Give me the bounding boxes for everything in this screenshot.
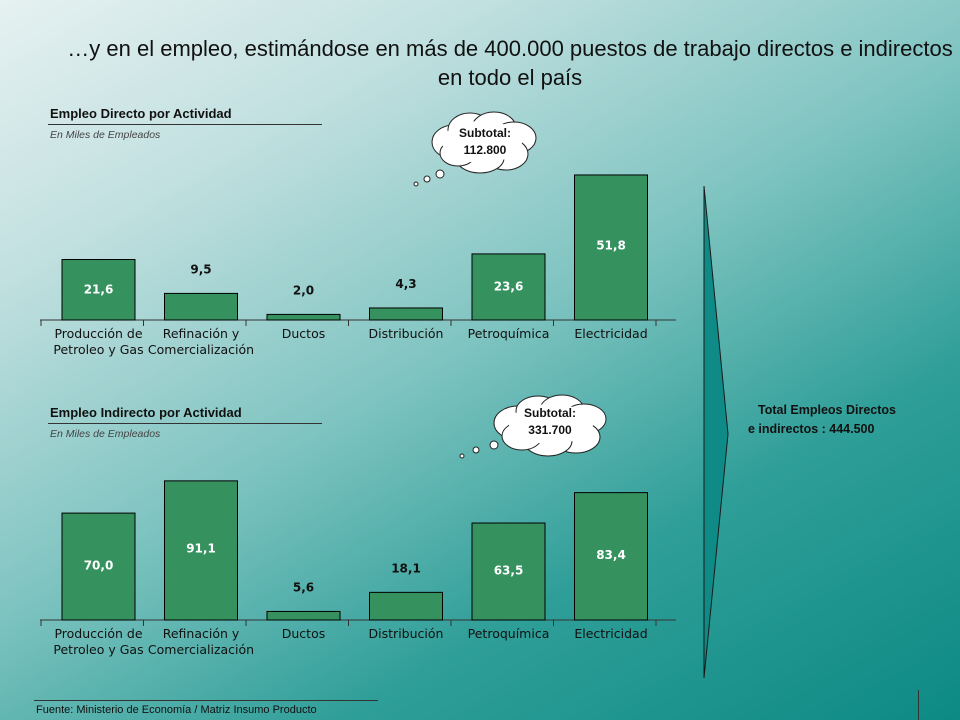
- value-label: 9,5: [190, 262, 211, 276]
- value-label: 23,6: [494, 280, 524, 294]
- category-label: Ductos: [282, 626, 325, 641]
- category-label: Electricidad: [574, 626, 647, 641]
- category-label: Producción de: [54, 626, 142, 641]
- value-label: 18,1: [391, 561, 421, 575]
- grand-total-line2: e indirectos : 444.500: [748, 422, 875, 436]
- bar: [164, 292, 238, 321]
- indirect-title-rule: [48, 423, 322, 424]
- category-label: Distribución: [369, 326, 444, 341]
- value-label: 91,1: [186, 542, 216, 556]
- footnote-rule: [34, 700, 378, 701]
- bar: [61, 259, 136, 321]
- category-label: Comercialización: [148, 342, 254, 357]
- category-label: Petroquímica: [468, 326, 550, 341]
- bar: [369, 307, 443, 321]
- summary-arrow: [703, 185, 729, 679]
- headline: …y en el empleo, estimándose en más de 4…: [67, 36, 953, 90]
- direct-title-rule: [48, 124, 322, 125]
- value-label: 4,3: [395, 277, 416, 291]
- grand-total: Total Empleos Directos e indirectos : 44…: [748, 401, 948, 439]
- source-footnote: Fuente: Ministerio de Economía / Matriz …: [36, 704, 317, 716]
- indirect-chart-subtitle: En Miles de Empleados: [50, 428, 161, 440]
- direct-chart-subtitle: En Miles de Empleados: [50, 129, 161, 141]
- bar: [471, 253, 546, 321]
- value-label: 2,0: [293, 283, 314, 297]
- value-label: 51,8: [596, 239, 626, 253]
- value-label: 63,5: [494, 564, 524, 578]
- direct-chart-title: Empleo Directo por Actividad: [50, 106, 232, 121]
- bar: [471, 522, 546, 621]
- category-label: Petroleo y Gas: [53, 642, 143, 657]
- bar: [574, 174, 648, 321]
- value-label: 5,6: [293, 580, 314, 594]
- corner-line: [918, 690, 919, 720]
- bar: [369, 591, 443, 621]
- value-label: 70,0: [84, 558, 114, 572]
- direct-subtotal-label: Subtotal:: [459, 126, 511, 140]
- indirect-subtotal: Subtotal: 331.700: [504, 405, 596, 439]
- category-label: Petroleo y Gas: [53, 342, 143, 357]
- category-label: Petroquímica: [468, 626, 550, 641]
- indirect-thought-bubble: [459, 394, 607, 459]
- direct-subtotal-value: 112.800: [463, 143, 507, 157]
- indirect-subtotal-label: Subtotal:: [524, 406, 576, 420]
- category-label: Refinación y: [163, 626, 240, 641]
- category-label: Comercialización: [148, 642, 254, 657]
- category-label: Refinación y: [163, 326, 240, 341]
- category-label: Distribución: [369, 626, 444, 641]
- category-label: Electricidad: [574, 326, 647, 341]
- direct-subtotal: Subtotal: 112.800: [440, 125, 530, 159]
- value-label: 83,4: [596, 548, 626, 562]
- direct-thought-bubble: [413, 111, 537, 187]
- bar: [266, 313, 341, 321]
- category-label: Producción de: [54, 326, 142, 341]
- indirect-subtotal-value: 331.700: [528, 423, 572, 437]
- indirect-chart-title: Empleo Indirecto por Actividad: [50, 405, 242, 420]
- bar: [164, 480, 238, 621]
- bar: [574, 492, 648, 621]
- bar: [61, 512, 136, 621]
- value-label: 21,6: [84, 283, 114, 297]
- category-label: Ductos: [282, 326, 325, 341]
- grand-total-line1: Total Empleos Directos: [758, 403, 896, 417]
- bar: [266, 610, 341, 621]
